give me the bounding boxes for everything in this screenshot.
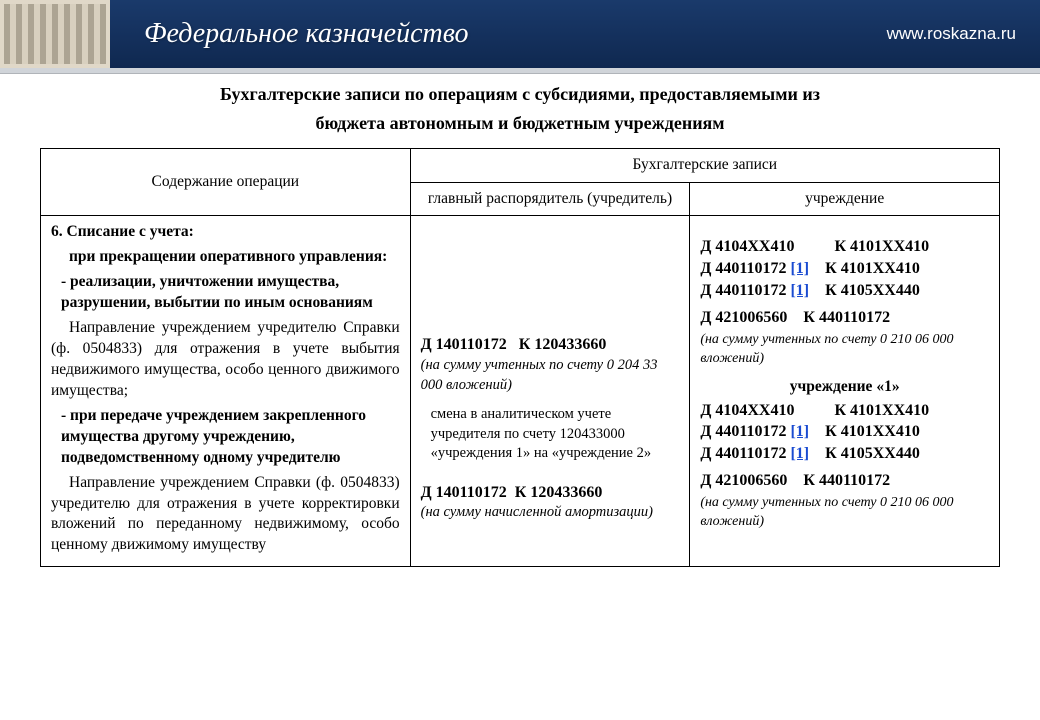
inst-a4-k: К 440110172	[803, 309, 890, 326]
inst-b-row-0-k: К 4101ХХ410	[834, 402, 929, 419]
org-title: Федеральное казначейство	[110, 18, 887, 50]
op-p2: - реализации, уничтожении имущества, раз…	[51, 272, 400, 314]
disposer-entry1-k: К 120433660	[519, 336, 607, 353]
inst-b-row-0: Д 4104ХХ410 К 4101ХХ410	[700, 400, 989, 422]
th-entries: Бухгалтерские записи	[410, 148, 999, 182]
inst-b4-k: К 440110172	[803, 472, 890, 489]
inst-a-row-2-d: Д 440110172	[700, 282, 790, 299]
inst-b4-d: Д 421006560	[700, 472, 787, 489]
inst-b-row-2-d: Д 440110172	[700, 445, 790, 462]
inst-a-row-1-k: К 4101ХХ410	[825, 260, 920, 277]
footnote-link[interactable]: [1]	[790, 423, 809, 440]
disposer-entry2: Д 140110172 К 120433660	[421, 482, 680, 504]
op-p5: Направление учреждением Справки (ф. 0504…	[51, 473, 400, 557]
th-disposer: главный распорядитель (учредитель)	[410, 182, 690, 216]
cell-disposer: Д 140110172 К 120433660 (на сумму учтенн…	[410, 216, 690, 567]
inst-b4: Д 421006560 К 440110172	[700, 470, 989, 492]
disposer-note2: (на сумму начисленной амортизации)	[421, 503, 680, 523]
header-banner: Федеральное казначейство www.roskazna.ru	[0, 0, 1040, 68]
footnote-link[interactable]: [1]	[790, 260, 809, 277]
disposer-entry2-d: Д 140110172	[421, 484, 507, 501]
inst-note-b: (на сумму учтенных по счету 0 210 06 000…	[700, 494, 989, 532]
inst-b-row-2: Д 440110172 [1] К 4105ХХ440	[700, 443, 989, 465]
inst-a-row-2-k: К 4105ХХ440	[825, 282, 920, 299]
disposer-entry2-k: К 120433660	[515, 484, 603, 501]
inst-a4: Д 421006560 К 440110172	[700, 307, 989, 329]
accounting-table: Содержание операции Бухгалтерские записи…	[40, 148, 1000, 568]
footnote-link[interactable]: [1]	[790, 282, 809, 299]
inst-b-row-1: Д 440110172 [1] К 4101ХХ410	[700, 421, 989, 443]
inst-b-row-1-k: К 4101ХХ410	[825, 423, 920, 440]
disposer-note1: (на сумму учтенных по счету 0 204 33 000…	[421, 356, 680, 395]
op-head: 6. Списание с учета:	[51, 222, 400, 243]
inst-note-a: (на сумму учтенных по счету 0 210 06 000…	[700, 331, 989, 369]
footnote-link[interactable]: [1]	[790, 445, 809, 462]
inst-b-row-1-d: Д 440110172	[700, 423, 790, 440]
inst-a-row-0-k: К 4101ХХ410	[834, 238, 929, 255]
inst-b-row-2-k: К 4105ХХ440	[825, 445, 920, 462]
inst-b-row-0-d: Д 4104ХХ410	[700, 402, 798, 419]
disposer-para: смена в аналитическом учете учредителя п…	[421, 405, 680, 464]
cell-institution: Д 4104ХХ410 К 4101ХХ410Д 440110172 [1]К …	[690, 216, 1000, 567]
inst-a-row-1-d: Д 440110172	[700, 260, 790, 277]
slide-title: Бухгалтерские записи по операциям с субс…	[0, 74, 1040, 148]
op-p3: Направление учреждением учредителю Справ…	[51, 318, 400, 402]
inst-a-row-0-d: Д 4104ХХ410	[700, 238, 798, 255]
inst-a4-d: Д 421006560	[700, 309, 787, 326]
slide-title-line2: бюджета автономным и бюджетным учреждени…	[315, 113, 724, 133]
op-p1: при прекращении оперативного управления:	[51, 247, 400, 268]
inst-a-row-0: Д 4104ХХ410 К 4101ХХ410	[700, 236, 989, 258]
disposer-entry1-d: Д 140110172	[421, 336, 507, 353]
inst-a-row-2: Д 440110172 [1] К 4105ХХ440	[700, 280, 989, 302]
slide-title-line1: Бухгалтерские записи по операциям с субс…	[220, 84, 820, 104]
org-logo	[0, 0, 110, 68]
inst-a-row-1: Д 440110172 [1] К 4101ХХ410	[700, 258, 989, 280]
op-p4: - при передаче учреждением закрепленного…	[51, 406, 400, 469]
th-institution: учреждение	[690, 182, 1000, 216]
disposer-entry1: Д 140110172 К 120433660	[421, 334, 680, 356]
th-operation: Содержание операции	[41, 148, 411, 216]
inst-subhead: учреждение «1»	[700, 377, 989, 398]
org-url: www.roskazna.ru	[887, 24, 1040, 44]
cell-operation: 6. Списание с учета: при прекращении опе…	[41, 216, 411, 567]
